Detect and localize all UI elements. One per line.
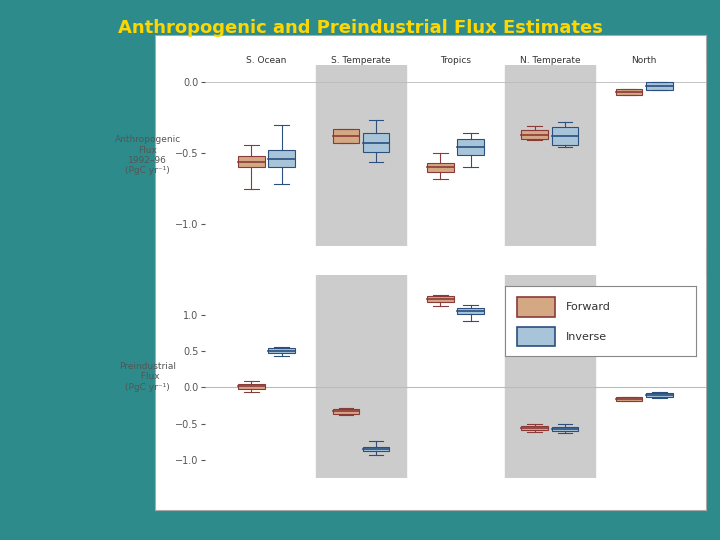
Bar: [269, 348, 295, 353]
Bar: [363, 447, 390, 451]
Text: 18°N: 18°N: [491, 457, 514, 467]
Text: N. Temperate: N. Temperate: [520, 56, 580, 65]
Bar: [363, 133, 390, 152]
Bar: [646, 393, 672, 397]
Bar: [269, 150, 295, 167]
Text: Anthropogenic
Flux
1992–96
(PgC yr⁻¹): Anthropogenic Flux 1992–96 (PgC yr⁻¹): [114, 135, 181, 176]
Bar: [333, 129, 359, 143]
Bar: [238, 384, 265, 389]
Text: 49°N: 49°N: [585, 457, 608, 467]
Text: 44°S: 44°S: [303, 457, 325, 467]
Bar: [457, 139, 484, 154]
Bar: [505, 65, 595, 246]
Bar: [427, 163, 454, 172]
Bar: [552, 427, 578, 431]
Bar: [521, 426, 548, 430]
Text: Tropics: Tropics: [440, 56, 471, 65]
Bar: [521, 130, 548, 139]
Bar: [427, 296, 454, 302]
Bar: [616, 397, 642, 401]
Bar: [333, 409, 359, 414]
Text: 18°S: 18°S: [397, 457, 419, 467]
Text: North: North: [631, 56, 657, 65]
Bar: [316, 275, 406, 478]
Bar: [552, 127, 578, 145]
Text: S. Ocean: S. Ocean: [246, 56, 287, 65]
Bar: [616, 89, 642, 94]
Bar: [457, 308, 484, 314]
Text: Anthropogenic and Preindustrial Flux Estimates: Anthropogenic and Preindustrial Flux Est…: [117, 19, 603, 37]
Text: Preindustrial
  Flux
(PgC yr⁻¹): Preindustrial Flux (PgC yr⁻¹): [119, 362, 176, 392]
Bar: [646, 82, 672, 90]
Bar: [238, 156, 265, 167]
Text: S. Temperate: S. Temperate: [331, 56, 391, 65]
Bar: [316, 65, 406, 246]
Bar: [505, 275, 595, 478]
